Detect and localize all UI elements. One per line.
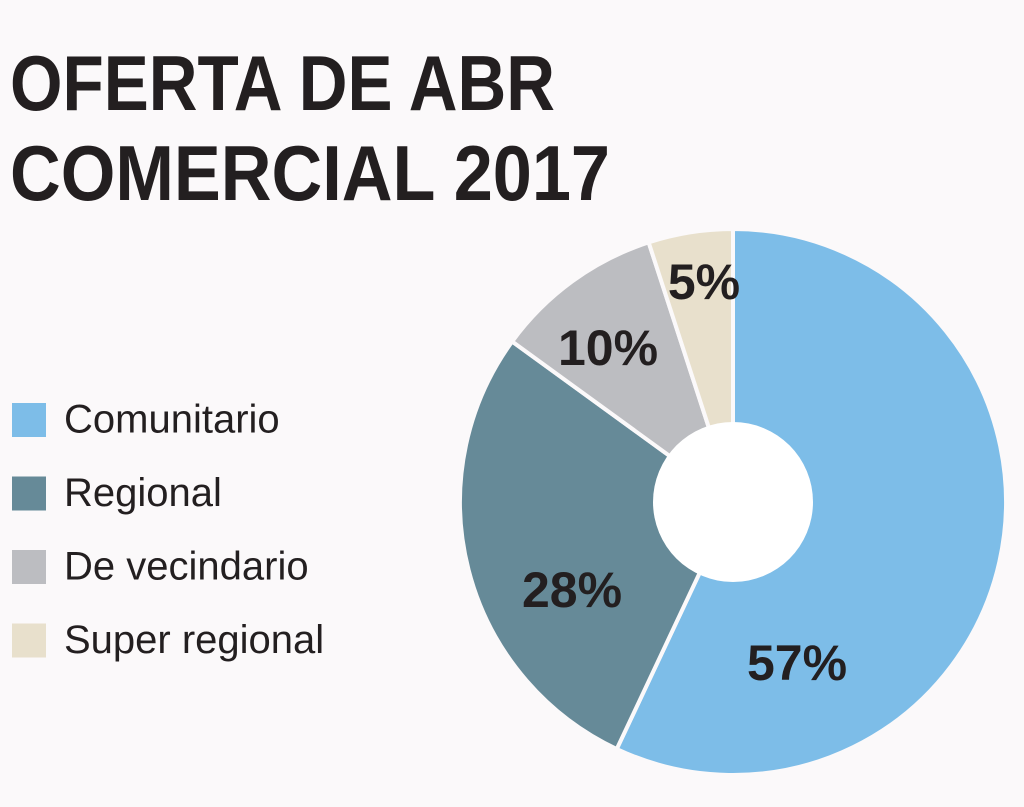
value-label: 5% xyxy=(668,254,740,310)
legend-swatch xyxy=(12,550,46,584)
donut-slice xyxy=(509,239,737,508)
value-label: 28% xyxy=(522,562,622,618)
legend-label: Comunitario xyxy=(64,398,280,442)
donut-hole xyxy=(653,422,813,582)
donut-slice xyxy=(458,338,736,752)
legend-swatch xyxy=(12,403,46,437)
legend-swatch xyxy=(12,476,46,511)
legend-label: Super regional xyxy=(64,618,324,662)
legend-swatch xyxy=(12,623,46,658)
legend-label: De vecindario xyxy=(64,545,309,589)
chart-title: COMERCIAL 2017 xyxy=(10,129,610,217)
value-label: 57% xyxy=(747,635,847,691)
value-label: 10% xyxy=(558,320,658,376)
legend-label: Regional xyxy=(64,471,222,515)
chart-title: OFERTA DE ABR xyxy=(10,39,555,127)
